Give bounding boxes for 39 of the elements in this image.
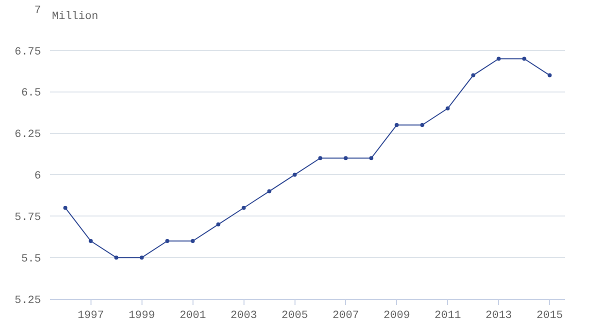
point: [114, 256, 118, 260]
x-tick-label: 2005: [282, 310, 308, 322]
point: [88, 239, 93, 243]
point: [496, 56, 501, 61]
y-tick-label: 5.25: [14, 294, 41, 307]
point: [292, 172, 297, 177]
y-tick-label: 6.5: [21, 88, 41, 100]
x-tick-label: 2007: [332, 310, 359, 322]
y-axis-title: Million: [52, 11, 98, 23]
point: [165, 239, 170, 243]
point: [394, 123, 399, 127]
y-tick-label: 6.75: [14, 46, 41, 58]
y-tick-label: 7: [34, 4, 41, 17]
x-tick-label: 2001: [180, 310, 206, 322]
point: [420, 123, 424, 127]
x-tick-label: 2009: [384, 310, 410, 322]
point: [471, 73, 476, 78]
point: [63, 206, 68, 210]
x-tick-label: 2015: [536, 310, 563, 322]
x-tick-label: 2003: [230, 310, 257, 322]
point: [548, 73, 552, 78]
point: [190, 239, 195, 243]
point: [446, 106, 450, 110]
point: [140, 256, 144, 260]
x-tick-label: 2011: [434, 310, 462, 322]
point: [216, 222, 220, 226]
y-tick-label: 6: [34, 170, 41, 183]
y-tick-label: 5.5: [21, 253, 41, 266]
point: [522, 56, 526, 61]
point: [369, 156, 374, 160]
x-tick-label: 2013: [486, 310, 512, 322]
point: [318, 156, 322, 160]
x-tick-label: 1999: [128, 310, 155, 322]
x-tick-label: 1997: [78, 310, 104, 322]
y-tick-label: 5.75: [14, 212, 41, 224]
y-tick-label: 6.25: [14, 129, 41, 142]
point: [242, 206, 246, 210]
point: [267, 189, 272, 194]
point: [344, 156, 348, 160]
